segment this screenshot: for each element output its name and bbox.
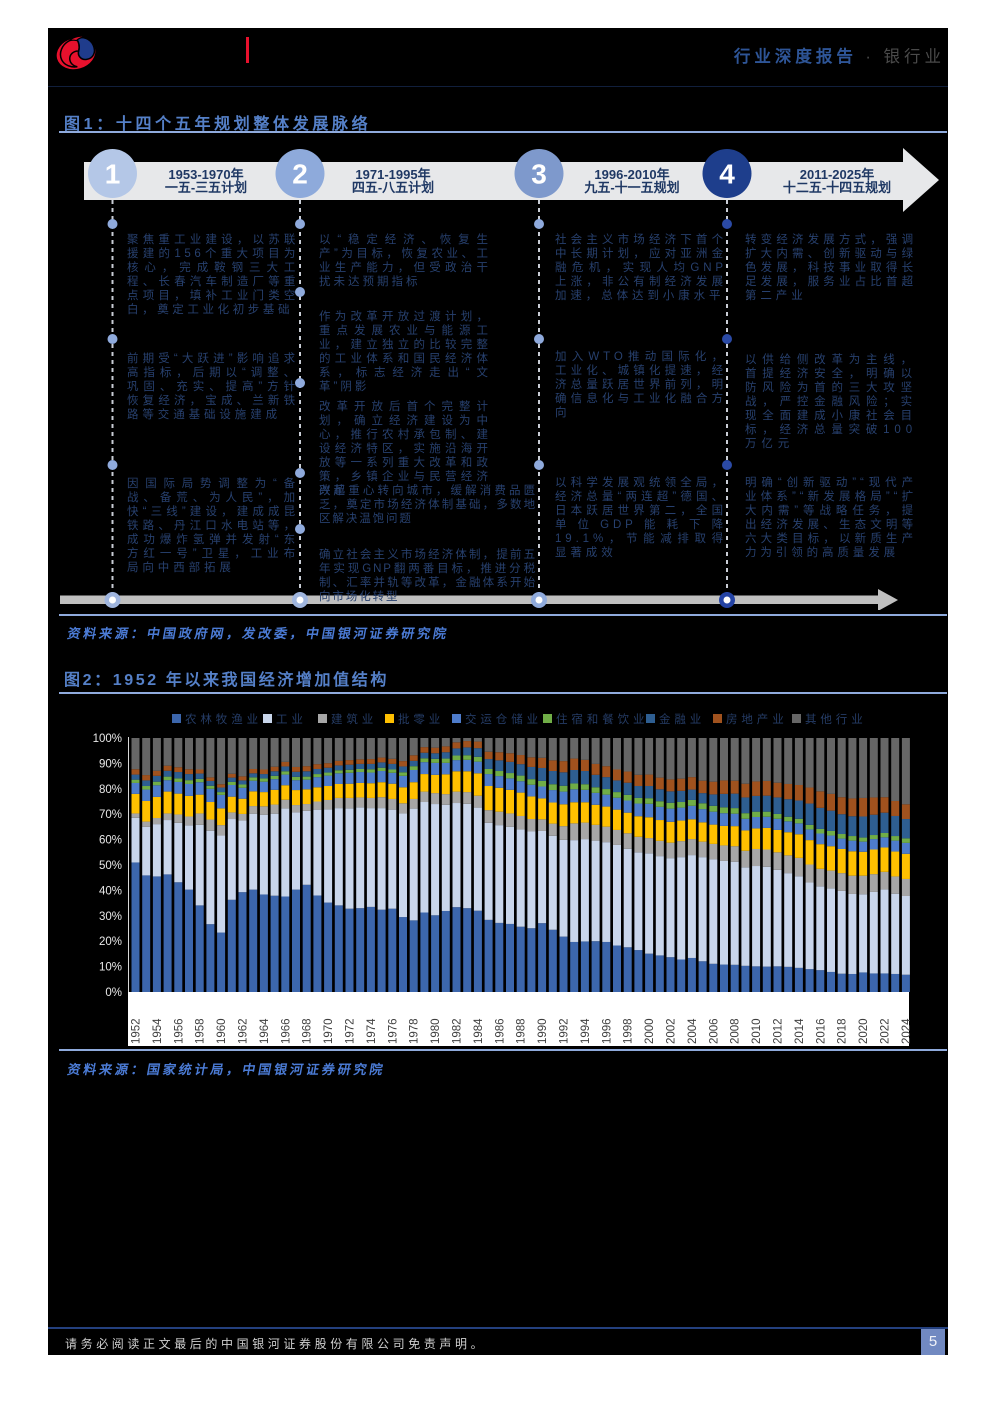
svg-text:90%: 90% [99,758,122,770]
svg-text:一五-三五计划: 一五-三五计划 [165,180,247,195]
svg-text:1996: 1996 [601,1018,613,1044]
svg-text:建筑业: 建筑业 [331,712,377,726]
svg-text:80%: 80% [99,784,122,796]
svg-text:1971-1995年: 1971-1995年 [355,167,430,182]
svg-text:1982: 1982 [452,1018,464,1044]
svg-text:2011-2025年: 2011-2025年 [800,167,874,182]
svg-text:1958: 1958 [195,1018,207,1044]
svg-text:2024: 2024 [901,1018,913,1044]
svg-text:其他行业: 其他行业 [805,713,867,726]
svg-text:1990: 1990 [537,1018,549,1044]
svg-text:70%: 70% [99,809,122,821]
svg-text:住宿和餐饮业: 住宿和餐饮业 [556,712,648,726]
svg-text:1978: 1978 [409,1018,421,1044]
svg-text:批零业: 批零业 [398,712,444,726]
svg-text:1986: 1986 [494,1018,506,1044]
svg-text:1962: 1962 [238,1018,250,1044]
svg-text:1972: 1972 [345,1018,357,1044]
svg-text:1976: 1976 [387,1018,399,1044]
svg-text:10%: 10% [99,962,122,974]
svg-text:房地产业: 房地产业 [726,712,788,726]
svg-text:农林牧渔业: 农林牧渔业 [185,712,262,726]
svg-text:金融业: 金融业 [659,712,705,726]
svg-text:1996-2010年: 1996-2010年 [594,167,669,182]
svg-text:2012: 2012 [773,1018,785,1044]
svg-text:1952: 1952 [131,1018,143,1044]
svg-text:2004: 2004 [687,1018,699,1044]
svg-text:1980: 1980 [430,1018,442,1044]
svg-text:2022: 2022 [880,1018,892,1044]
svg-text:3: 3 [531,159,547,190]
svg-text:工业: 工业 [276,713,307,726]
svg-text:2020: 2020 [858,1018,870,1044]
svg-text:十二五-十四五规划: 十二五-十四五规划 [783,180,891,195]
svg-text:2000: 2000 [644,1018,656,1044]
svg-text:1994: 1994 [580,1018,592,1044]
svg-text:2006: 2006 [708,1018,720,1044]
svg-text:1974: 1974 [366,1018,378,1044]
svg-text:1954: 1954 [152,1018,164,1044]
svg-text:2010: 2010 [751,1018,763,1044]
svg-text:2018: 2018 [837,1018,849,1044]
svg-text:1970: 1970 [323,1018,335,1044]
svg-text:1: 1 [105,159,121,190]
svg-text:1998: 1998 [623,1018,635,1044]
svg-text:交运仓储业: 交运仓储业 [465,712,542,726]
svg-text:0%: 0% [105,987,122,999]
svg-text:1984: 1984 [473,1018,485,1044]
svg-text:1953-1970年: 1953-1970年 [168,167,243,182]
svg-text:1988: 1988 [516,1018,528,1044]
svg-text:1992: 1992 [559,1018,571,1044]
svg-text:1960: 1960 [216,1018,228,1044]
svg-text:30%: 30% [99,911,122,923]
svg-text:四五-八五计划: 四五-八五计划 [352,180,434,195]
svg-text:2002: 2002 [666,1018,678,1044]
svg-text:1956: 1956 [173,1018,185,1044]
svg-text:2014: 2014 [794,1018,806,1044]
svg-text:20%: 20% [99,936,122,948]
svg-text:2: 2 [292,159,308,190]
svg-text:100%: 100% [93,733,122,745]
svg-text:1968: 1968 [302,1018,314,1044]
svg-text:60%: 60% [99,835,122,847]
svg-text:1964: 1964 [259,1018,271,1044]
svg-text:40%: 40% [99,885,122,897]
svg-text:2016: 2016 [815,1018,827,1044]
svg-text:50%: 50% [99,860,122,872]
svg-text:2008: 2008 [730,1018,742,1044]
svg-text:1966: 1966 [280,1018,292,1044]
svg-text:九五-十一五规划: 九五-十一五规划 [583,180,679,195]
svg-text:4: 4 [719,159,735,190]
